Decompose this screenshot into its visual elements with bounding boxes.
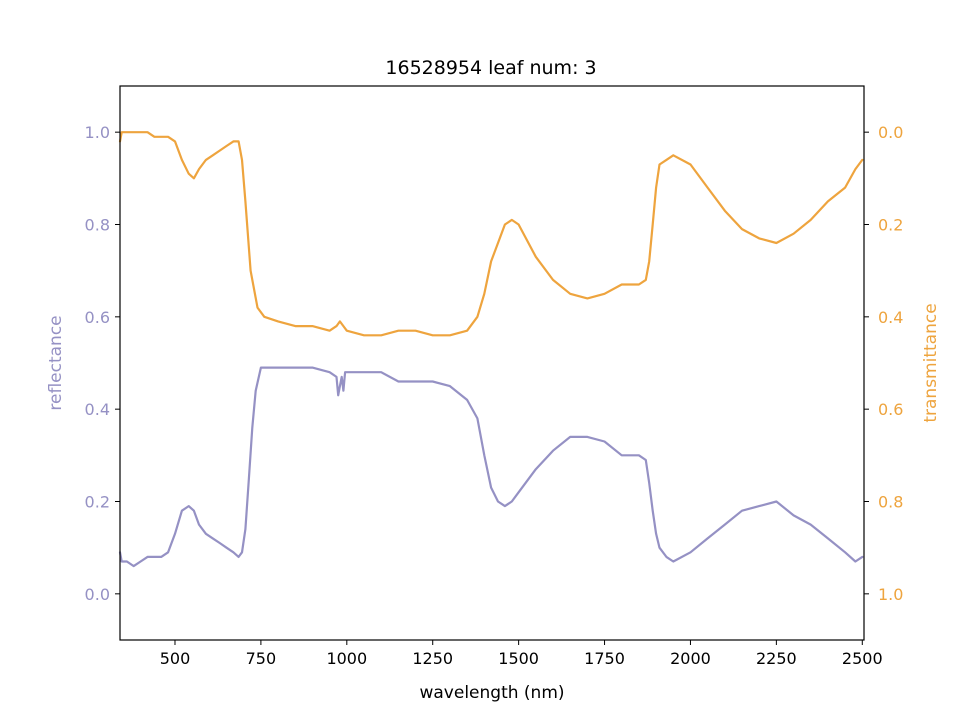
x-tick-label: 2250 <box>756 649 797 668</box>
y-axis-left: 0.0 0.2 0.4 0.6 0.8 1.0 <box>85 123 120 604</box>
plot-frame <box>119 85 865 641</box>
x-tick-label: 2000 <box>670 649 711 668</box>
y-axis-right-label: transmittance <box>921 303 941 422</box>
y-right-tick-label: 0.0 <box>878 123 903 142</box>
y-left-tick-label: 0.0 <box>85 585 110 604</box>
x-tick-label: 500 <box>160 649 191 668</box>
y-left-tick-label: 0.4 <box>85 400 110 419</box>
y-right-tick-label: 0.4 <box>878 308 903 327</box>
y-right-tick-label: 0.8 <box>878 493 903 512</box>
x-tick-label: 1000 <box>326 649 367 668</box>
y-right-tick-label: 1.0 <box>878 585 903 604</box>
chart-title: 16528954 leaf num: 3 <box>385 57 596 79</box>
x-tick-label: 750 <box>246 649 277 668</box>
x-tick-label: 1250 <box>412 649 453 668</box>
x-axis-label: wavelength (nm) <box>419 683 564 703</box>
y-left-tick-label: 0.2 <box>85 493 110 512</box>
x-tick-label: 1500 <box>498 649 539 668</box>
transmittance-series-line <box>118 131 864 337</box>
y-left-tick-label: 0.8 <box>85 216 110 235</box>
y-left-tick-label: 0.6 <box>85 308 110 327</box>
x-tick-label: 1750 <box>584 649 625 668</box>
y-right-tick-label: 0.6 <box>878 400 903 419</box>
y-axis-right: 0.0 0.2 0.4 0.6 0.8 1.0 <box>864 123 903 604</box>
x-tick-label: 2500 <box>842 649 883 668</box>
series-layer <box>118 131 864 568</box>
y-axis-left-label: reflectance <box>46 315 66 410</box>
y-right-tick-label: 0.2 <box>878 216 903 235</box>
y-left-tick-label: 1.0 <box>85 123 110 142</box>
x-axis: 500 750 1000 1250 1500 1750 2000 2250 2500 <box>160 640 883 668</box>
reflectance-series-line <box>118 366 864 568</box>
